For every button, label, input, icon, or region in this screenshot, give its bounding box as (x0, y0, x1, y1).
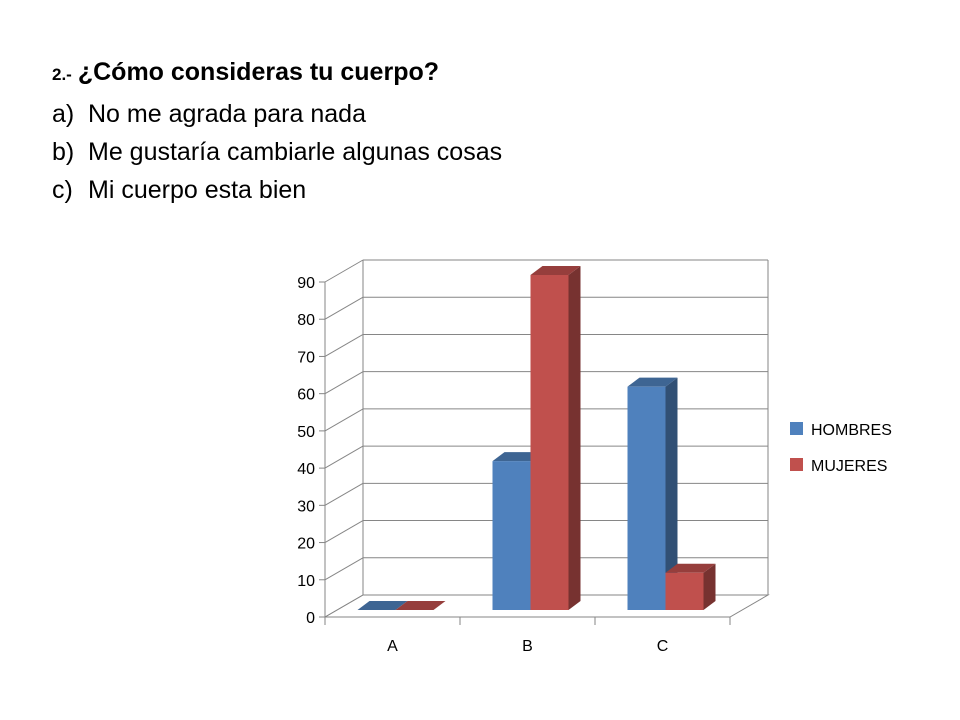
option-c-text: Mi cuerpo esta bien (88, 176, 307, 204)
gridline-depth (324, 557, 364, 581)
option-a: a) No me agrada para nada (52, 95, 912, 133)
question-text: ¿Cómo consideras tu cuerpo? (77, 58, 440, 86)
y-tick-label: 80 (297, 312, 315, 329)
bar-hombres-c (627, 377, 678, 610)
bar-mujeres-c (665, 563, 716, 610)
y-tick-label: 60 (297, 387, 315, 404)
legend-swatch-hombres (790, 422, 803, 435)
option-b-marker: b) (52, 138, 75, 166)
y-tick-label: 20 (297, 536, 315, 553)
legend-label-hombres: HOMBRES (811, 422, 892, 439)
bar-mujeres-b (530, 266, 581, 610)
option-b-text: Me gustaría cambiarle algunas cosas (88, 138, 503, 166)
y-tick-label: 10 (297, 573, 315, 590)
question-block: 2.- ¿Cómo consideras tu cuerpo? a) No me a… (52, 52, 912, 209)
x-tick-label: A (387, 638, 398, 655)
y-tick-label: 30 (297, 498, 315, 515)
option-c: c) Mi cuerpo esta bien (52, 171, 912, 209)
option-b: b) Me gustaría cambiarle algunas cosas (52, 133, 912, 171)
answer-options: a) No me agrada para nada b) Me gustaría c… (52, 95, 912, 209)
gridline-depth (324, 408, 364, 432)
gridline-depth (324, 371, 364, 395)
x-tick-label: B (522, 638, 533, 655)
gridline-depth (324, 482, 364, 506)
gridline-depth (324, 334, 364, 357)
gridline-depth (324, 520, 364, 543)
bar-mujeres-a (395, 601, 446, 610)
y-tick-label: 50 (297, 424, 315, 441)
gridline-depth (324, 296, 364, 320)
y-tick-label: 70 (297, 349, 315, 366)
question-number: 2.- (52, 65, 72, 84)
option-c-marker: c) (52, 176, 73, 204)
legend-swatch-mujeres (790, 458, 803, 471)
y-tick-label: 90 (297, 275, 315, 292)
gridline-depth (324, 445, 364, 469)
gridline-depth (324, 259, 364, 283)
y-tick-label: 0 (306, 610, 315, 627)
legend-label-mujeres: MUJERES (811, 458, 887, 475)
question-title: 2.- ¿Cómo consideras tu cuerpo? (52, 52, 912, 95)
bar-hombres-a (357, 601, 408, 610)
y-tick-label: 40 (297, 461, 315, 478)
x-tick-label: C (657, 638, 669, 655)
option-a-text: No me agrada para nada (88, 100, 366, 128)
option-a-marker: a) (52, 100, 75, 128)
